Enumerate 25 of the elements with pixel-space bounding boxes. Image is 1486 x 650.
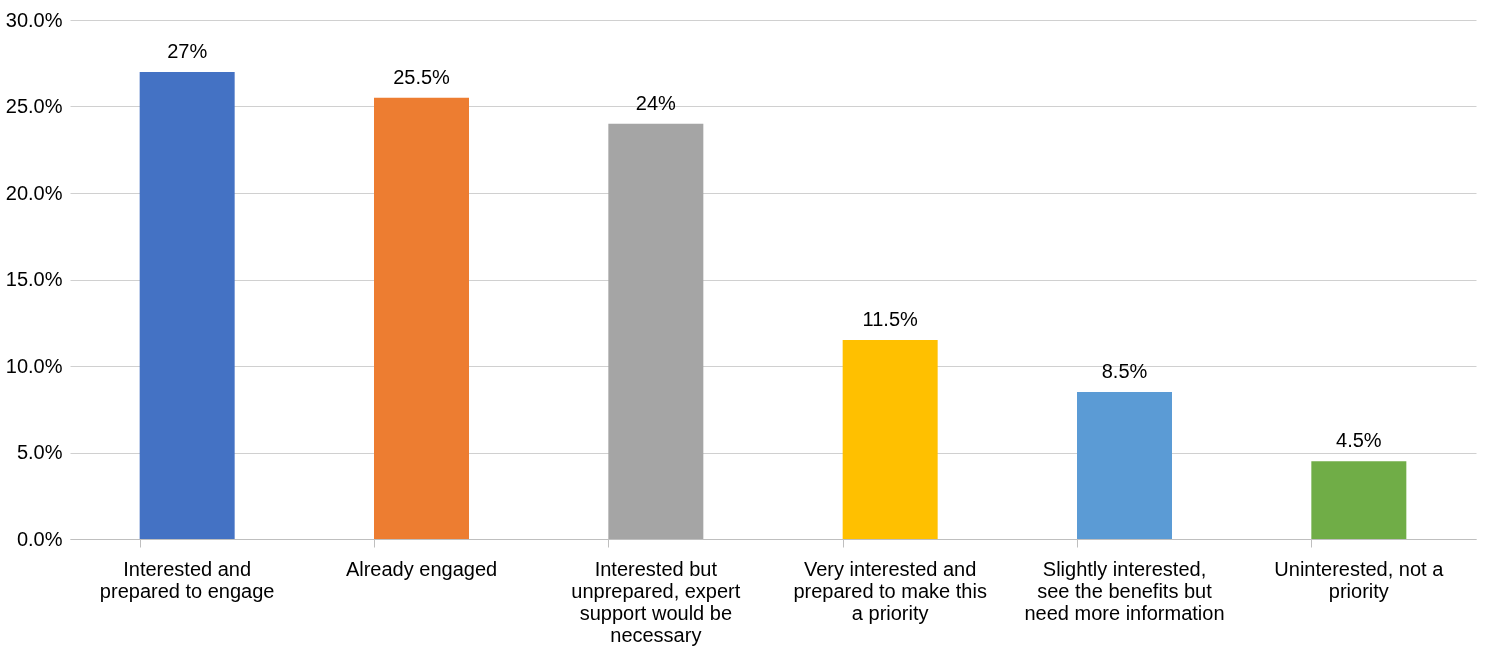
data-label: 25.5% (393, 65, 451, 88)
bar (842, 340, 938, 539)
bar (1311, 461, 1407, 539)
y-tick-label: 25.0% (5, 95, 63, 117)
y-tick-label: 10.0% (5, 354, 63, 377)
data-label: 24% (635, 91, 677, 114)
bar (374, 97, 469, 539)
bar (608, 123, 704, 539)
data-label: 11.5% (862, 308, 918, 331)
data-label: 8.5% (1101, 359, 1148, 382)
x-tick-label: Already engaged (345, 557, 498, 580)
data-label: 4.5% (1336, 429, 1382, 452)
data-label: 27% (167, 39, 208, 62)
bar (139, 71, 235, 539)
y-tick-label: 30.0% (5, 8, 63, 31)
x-tick-label: Very interested and prepared to make this a priority (793, 557, 987, 624)
x-tick-label: Interested and prepared to engage (99, 557, 275, 602)
x-tick-label: Interested but unprepared, expert support would be necessary (571, 557, 741, 646)
y-tick-label: 15.0% (5, 268, 63, 290)
y-tick-label: 5.0% (16, 441, 63, 463)
bar (1077, 391, 1172, 539)
y-tick-label: 20.0% (5, 181, 63, 204)
x-tick-label: Uninterested, not a priority (1274, 557, 1445, 602)
x-tick-label: Slightly interested, see the benefits but need more information (1024, 557, 1225, 624)
y-tick-label: 0.0% (16, 527, 63, 550)
